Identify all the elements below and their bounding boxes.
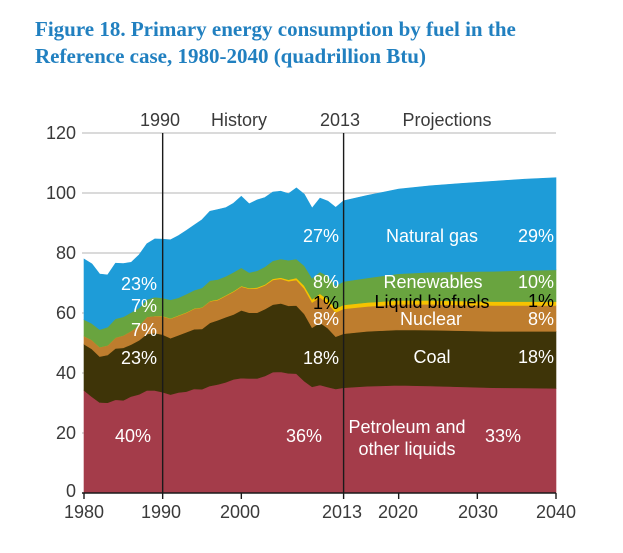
x-tick-2030: 2030 — [457, 502, 499, 522]
pct-2040-natural-gas: 29% — [517, 226, 554, 246]
x-tick-1990: 1990 — [140, 502, 182, 522]
pct-2013-renewables: 8% — [312, 272, 339, 292]
pct-1990-nuclear: 7% — [130, 320, 157, 340]
pct-1990-petroleum: 40% — [114, 426, 151, 446]
pct-2040-nuclear: 8% — [527, 309, 554, 329]
band-label-renewables: Renewables — [383, 272, 483, 292]
pct-2013-liquid-biofuels: 1% — [312, 293, 339, 313]
pct-2040-coal: 18% — [517, 347, 554, 367]
x-tick-2040: 2040 — [535, 502, 577, 522]
x-tick-1980: 1980 — [63, 502, 105, 522]
pct-2040-petroleum: 33% — [484, 426, 521, 446]
pct-2040-liquid-biofuels: 1% — [527, 291, 554, 311]
y-tick-20: 20 — [55, 423, 76, 443]
header-year-1990: 1990 — [139, 110, 181, 130]
x-tick-2000: 2000 — [219, 502, 261, 522]
header-projections-label: Projections — [402, 110, 492, 130]
y-tick-40: 40 — [55, 363, 76, 383]
band-label-coal: Coal — [413, 347, 451, 367]
pct-2013-petroleum: 36% — [285, 426, 322, 446]
y-tick-60: 60 — [55, 303, 76, 323]
band-label-liquid-biofuels: Liquid biofuels — [374, 292, 490, 312]
y-tick-80: 80 — [55, 243, 76, 263]
pct-2040-renewables: 10% — [517, 272, 554, 292]
pct-2013-coal: 18% — [302, 348, 339, 368]
band-label-petroleum: Petroleum and other liquids — [348, 417, 466, 459]
pct-1990-natural-gas: 23% — [120, 274, 157, 294]
pct-1990-renewables: 7% — [130, 296, 157, 316]
band-label-natural-gas: Natural gas — [385, 226, 479, 246]
y-tick-120: 120 — [45, 123, 76, 143]
pct-1990-coal: 23% — [120, 348, 157, 368]
band-label-nuclear: Nuclear — [399, 309, 463, 329]
y-tick-100: 100 — [45, 183, 76, 203]
header-history-label: History — [210, 110, 268, 130]
header-year-2013: 2013 — [319, 110, 361, 130]
x-tick-2020: 2020 — [377, 502, 419, 522]
figure-title: Figure 18. Primary energy consumption by… — [35, 17, 516, 68]
y-tick-0: 0 — [65, 481, 76, 501]
pct-2013-nuclear: 8% — [312, 309, 339, 329]
x-tick-2013: 2013 — [321, 502, 363, 522]
pct-2013-natural-gas: 27% — [302, 226, 339, 246]
